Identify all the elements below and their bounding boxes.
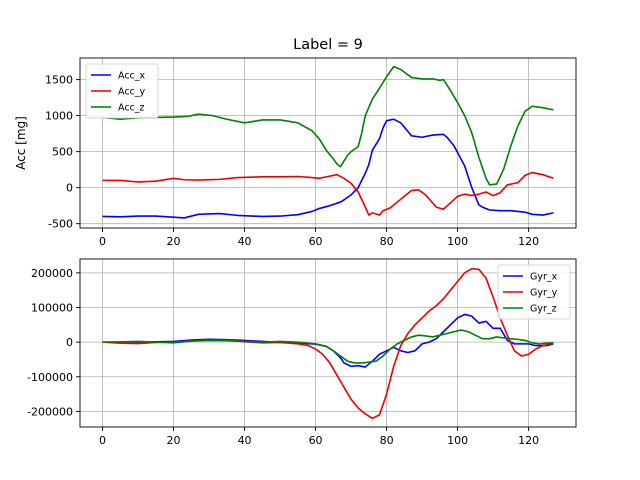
legend-box bbox=[497, 264, 571, 320]
x-tick-label: 20 bbox=[167, 235, 181, 248]
y-axis-label: Acc [mg] bbox=[14, 116, 28, 170]
x-tick-label: 0 bbox=[99, 434, 106, 447]
x-tick-label: 100 bbox=[447, 235, 468, 248]
x-tick-label: 80 bbox=[380, 434, 394, 447]
y-tick-label: 500 bbox=[52, 146, 73, 159]
y-tick-label: 1000 bbox=[45, 110, 73, 123]
legend-label-acc_y: Acc_y bbox=[118, 87, 146, 98]
legend-box bbox=[85, 63, 159, 119]
y-tick-label: 200000 bbox=[31, 267, 73, 280]
x-tick-label: 60 bbox=[309, 434, 323, 447]
gyr-chart: 0 20 40 60 80 100 120 -200000 -100000 0 100000 2000… bbox=[27, 258, 577, 447]
legend: Acc_x Acc_y Acc_z bbox=[85, 63, 159, 119]
legend-label-gyr_y: Gyr_y bbox=[530, 288, 558, 299]
x-tick-label: 40 bbox=[238, 434, 252, 447]
y-tick-label: 1500 bbox=[45, 74, 73, 87]
x-tick-label: 120 bbox=[518, 434, 539, 447]
axes-frame bbox=[79, 258, 577, 428]
legend-label-acc_x: Acc_x bbox=[118, 71, 146, 82]
legend-label-gyr_z: Gyr_z bbox=[530, 304, 557, 315]
x-tick-label: 60 bbox=[309, 235, 323, 248]
series-line-acc_x bbox=[102, 118, 554, 219]
series-line-acc_z bbox=[102, 65, 554, 186]
y-tick-label: -500 bbox=[48, 218, 73, 231]
x-tick-label: 20 bbox=[167, 434, 181, 447]
legend: Gyr_x Gyr_y Gyr_z bbox=[497, 264, 571, 320]
x-tick-label: 40 bbox=[238, 235, 252, 248]
series-group bbox=[102, 267, 554, 420]
series-line-gyr_z bbox=[102, 329, 554, 364]
legend-label-acc_z: Acc_z bbox=[118, 103, 145, 114]
x-tick-label: 120 bbox=[518, 235, 539, 248]
x-tick-label: 0 bbox=[99, 235, 106, 248]
axes-frame bbox=[79, 57, 577, 229]
y-tick-label: -200000 bbox=[27, 405, 73, 418]
grid bbox=[80, 259, 576, 427]
series-line-acc_y bbox=[102, 171, 554, 216]
x-tick-label: 100 bbox=[447, 434, 468, 447]
y-tick-label: 0 bbox=[66, 336, 73, 349]
y-tick-label: -100000 bbox=[27, 371, 73, 384]
x-tick-label: 80 bbox=[380, 235, 394, 248]
legend-label-gyr_x: Gyr_x bbox=[530, 272, 558, 283]
y-tick-label: 100000 bbox=[31, 301, 73, 314]
series-group bbox=[102, 65, 554, 219]
figure-title: Label = 9 bbox=[293, 37, 363, 53]
y-tick-label: 0 bbox=[66, 182, 73, 195]
acc-chart: 0 20 40 60 80 100 120 -500 0 500 1000 1500 Acc [mg] A… bbox=[14, 57, 577, 248]
